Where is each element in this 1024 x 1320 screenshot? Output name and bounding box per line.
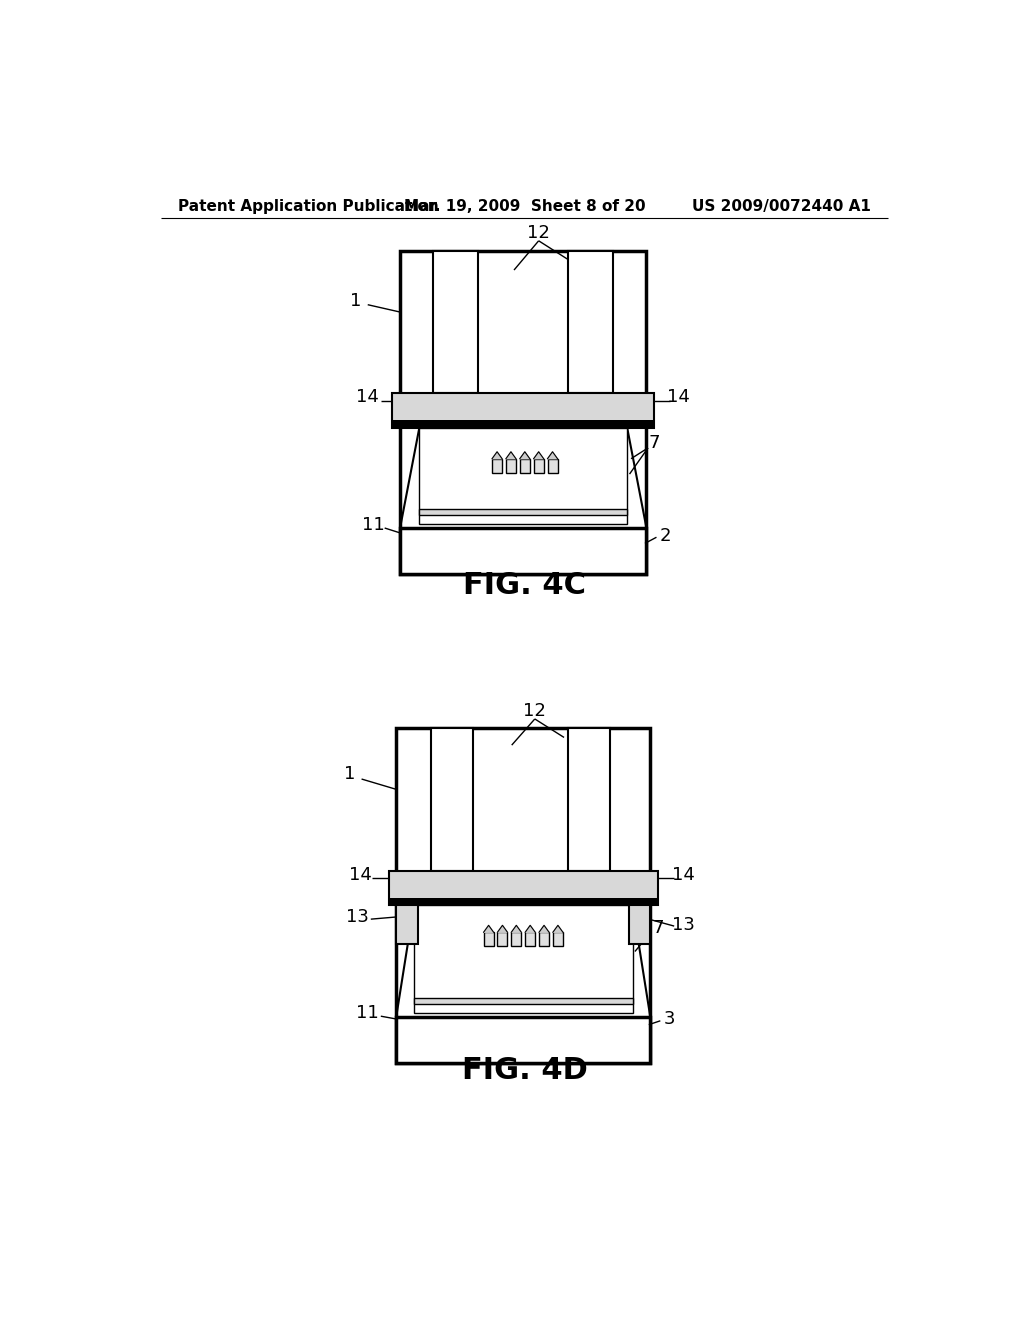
Bar [400,251,646,574]
Bar [419,508,628,515]
Bar [388,871,658,906]
Text: 1: 1 [344,766,355,783]
Bar [498,932,508,946]
Text: 14: 14 [668,388,690,407]
Bar [548,459,557,473]
Text: FIG. 4C: FIG. 4C [463,572,587,601]
Bar [400,528,646,574]
Polygon shape [553,925,563,932]
Text: 13: 13 [346,908,369,925]
Bar [525,932,536,946]
Polygon shape [498,925,508,932]
Text: 7: 7 [648,434,659,453]
Bar [396,729,650,1063]
Polygon shape [483,925,494,932]
Bar [534,459,544,473]
Bar [433,251,478,393]
Text: FIG. 4D: FIG. 4D [462,1056,588,1085]
Bar [520,459,529,473]
Text: 13: 13 [672,916,695,933]
Text: Mar. 19, 2009  Sheet 8 of 20: Mar. 19, 2009 Sheet 8 of 20 [404,198,645,214]
Bar [388,898,658,906]
Bar [392,393,654,428]
Polygon shape [520,451,529,459]
Bar [568,251,612,393]
Text: US 2009/0072440 A1: US 2009/0072440 A1 [692,198,871,214]
Polygon shape [525,925,536,932]
Text: 2: 2 [659,527,672,545]
Text: 14: 14 [356,388,379,407]
Bar [414,998,633,1003]
Polygon shape [493,451,502,459]
Text: 14: 14 [672,866,695,883]
Bar [396,906,418,944]
Text: 12: 12 [527,224,550,242]
Text: 11: 11 [356,1005,379,1022]
Bar [553,932,563,946]
Text: Patent Application Publication: Patent Application Publication [178,198,439,214]
Bar [539,932,549,946]
Text: 3: 3 [664,1010,675,1028]
Bar [493,459,502,473]
Text: 1: 1 [350,292,361,310]
Bar [396,1016,650,1063]
Bar [629,906,650,944]
Bar [483,932,494,946]
Bar [419,428,628,524]
Text: 7: 7 [652,920,664,937]
Bar [431,729,473,871]
Polygon shape [506,451,516,459]
Bar [568,729,610,871]
Text: 11: 11 [361,516,384,533]
Bar [506,459,516,473]
Text: 14: 14 [348,866,372,883]
Bar [414,906,633,1014]
Bar [511,932,521,946]
Text: 12: 12 [523,702,546,721]
Bar [392,420,654,428]
Polygon shape [539,925,549,932]
Polygon shape [511,925,521,932]
Polygon shape [548,451,557,459]
Polygon shape [534,451,544,459]
